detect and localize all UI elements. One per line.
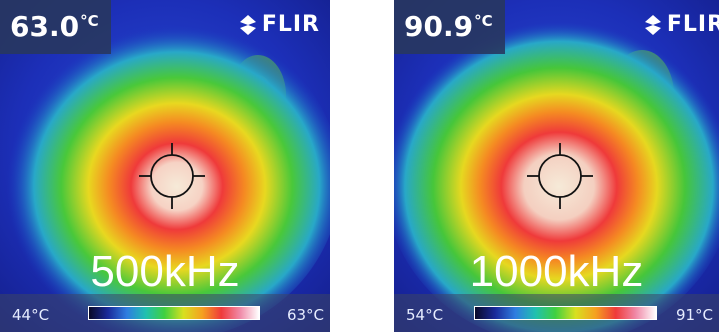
temperature-scale: 44°C 63°C [0,294,330,332]
crosshair-icon [527,143,593,209]
thermal-image-500khz: 63.0°C FLIR 500kHz 44°C 63°C [0,0,330,332]
color-scale-bar [88,306,260,320]
crosshair-icon [139,143,205,209]
temperature-unit: °C [474,12,493,30]
brand-logo: FLIR [643,12,719,37]
thermal-heatmap [394,0,719,332]
scale-max: 91°C [675,306,713,324]
frequency-label: 500kHz [90,247,240,296]
brand-name: FLIR [666,12,719,37]
thermal-heatmap [0,0,330,332]
spot-temperature: 63.0°C [0,0,111,54]
temperature-value: 63.0 [10,10,80,43]
thermal-image-1000khz: 90.9°C FLIR 1000kHz 54°C 91°C [394,0,719,332]
spot-temperature: 90.9°C [394,0,505,54]
temperature-value: 90.9 [404,10,474,43]
scale-max: 63°C [286,306,324,324]
scale-min: 44°C [12,306,50,324]
scale-min: 54°C [406,306,444,324]
frequency-label: 1000kHz [469,247,644,296]
brand-name: FLIR [261,12,320,37]
temperature-scale: 54°C 91°C [394,294,719,332]
brand-logo: FLIR [238,12,320,37]
flir-logo-icon [644,14,661,35]
color-scale-bar [474,306,657,320]
temperature-unit: °C [80,12,99,30]
flir-logo-icon [239,14,256,35]
